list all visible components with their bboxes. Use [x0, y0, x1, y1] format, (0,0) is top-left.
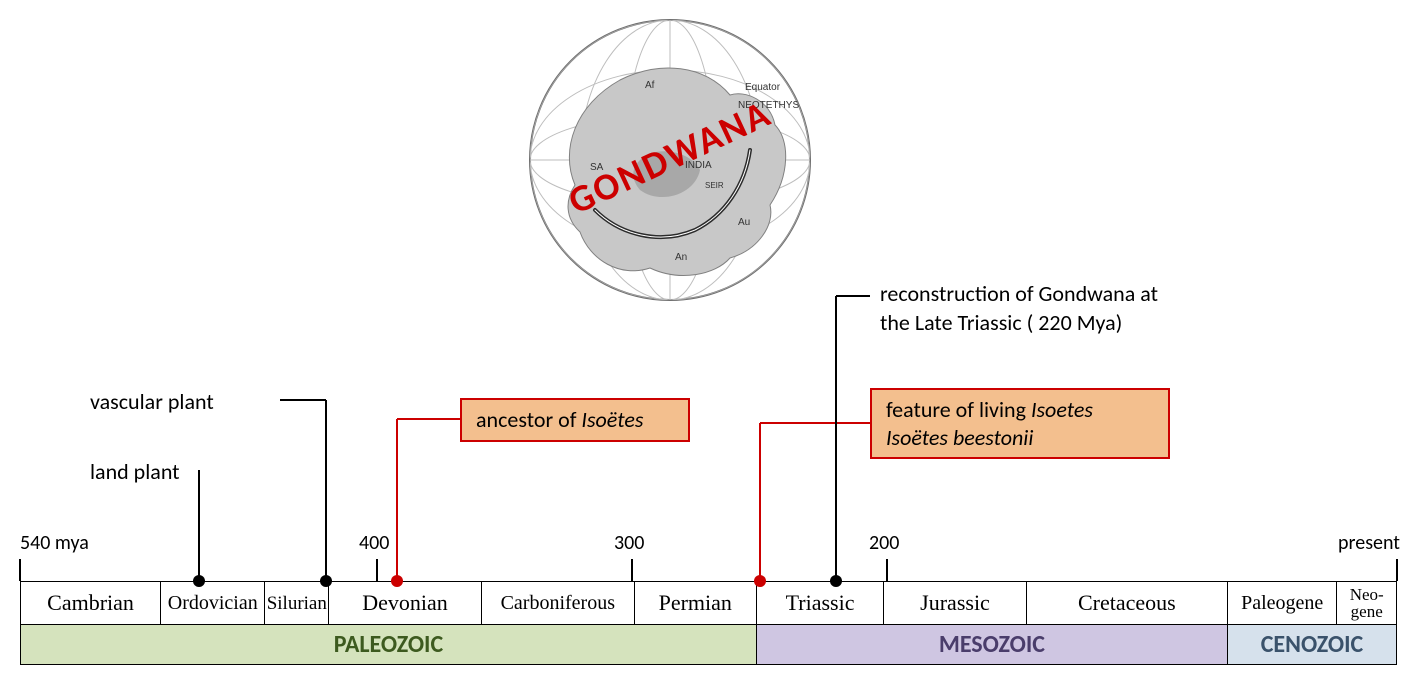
tick-label-0: present — [1338, 531, 1400, 555]
svg-text:Au: Au — [738, 217, 750, 228]
period-devonian: Devonian — [329, 582, 482, 624]
period-paleogene: Paleogene — [1228, 582, 1337, 624]
svg-text:INDIA: INDIA — [685, 160, 712, 171]
figure-root: Af SA An Au INDIA Equator NEOTETHYS SEIR… — [0, 0, 1417, 690]
periods-row: CambrianOrdovicianSilurianDevonianCarbon… — [20, 581, 1397, 625]
svg-text:NEOTETHYS: NEOTETHYS — [738, 100, 799, 111]
svg-text:Equator: Equator — [745, 82, 781, 93]
period-silurian: Silurian — [265, 582, 329, 624]
tick-label-300: 300 — [614, 531, 644, 555]
leader-line — [397, 418, 460, 420]
era-cenozoic: CENOZOIC — [1228, 625, 1396, 664]
tick-400 — [376, 559, 378, 581]
globe-caption: reconstruction of Gondwana at the Late T… — [880, 280, 1230, 337]
leader-line — [759, 423, 761, 581]
leader-line — [325, 400, 327, 581]
event-label-land-plant: land plant — [90, 458, 180, 485]
period-permian: Permian — [635, 582, 757, 624]
tick-0 — [1396, 559, 1398, 581]
tick-200 — [886, 559, 888, 581]
globe-caption-line2: the Late Triassic ( 220 Mya) — [880, 309, 1122, 336]
globe-caption-line1: reconstruction of Gondwana at — [880, 280, 1158, 307]
callout-feature: feature of living IsoetesIsoëtes beeston… — [870, 388, 1170, 459]
leader-line — [835, 296, 837, 581]
globe-svg: Af SA An Au INDIA Equator NEOTETHYS SEIR — [520, 10, 820, 310]
leader-line — [396, 419, 398, 581]
era-paleozoic: PALEOZOIC — [21, 625, 757, 664]
gondwana-globe: Af SA An Au INDIA Equator NEOTETHYS SEIR… — [520, 10, 820, 310]
period-triassic: Triassic — [757, 582, 884, 624]
leader-line — [836, 295, 870, 297]
svg-text:SEIR: SEIR — [705, 181, 724, 190]
svg-text:An: An — [675, 252, 687, 263]
event-label-vascular-plant: vascular plant — [90, 388, 214, 415]
tick-label-400: 400 — [359, 531, 389, 555]
era-mesozoic: MESOZOIC — [757, 625, 1228, 664]
period-ordovician: Ordovician — [161, 582, 265, 624]
callout-ancestor: ancestor of Isoëtes — [460, 398, 690, 442]
period-cambrian: Cambrian — [21, 582, 161, 624]
geologic-timeline: CambrianOrdovicianSilurianDevonianCarbon… — [20, 581, 1397, 665]
tick-label-540: 540 mya — [20, 531, 89, 555]
leader-line — [280, 399, 326, 401]
svg-text:Af: Af — [645, 80, 655, 91]
tick-540 — [19, 559, 21, 581]
period-cretaceous: Cretaceous — [1027, 582, 1228, 624]
period-jurassic: Jurassic — [884, 582, 1027, 624]
tick-300 — [631, 559, 633, 581]
leader-line — [198, 470, 200, 581]
period-carboniferous: Carboniferous — [482, 582, 635, 624]
tick-label-200: 200 — [869, 531, 899, 555]
eras-row: PALEOZOICMESOZOICCENOZOIC — [20, 625, 1397, 665]
leader-line — [760, 422, 871, 424]
svg-text:SA: SA — [590, 162, 604, 173]
period-neo-gene: Neo- gene — [1337, 582, 1396, 624]
